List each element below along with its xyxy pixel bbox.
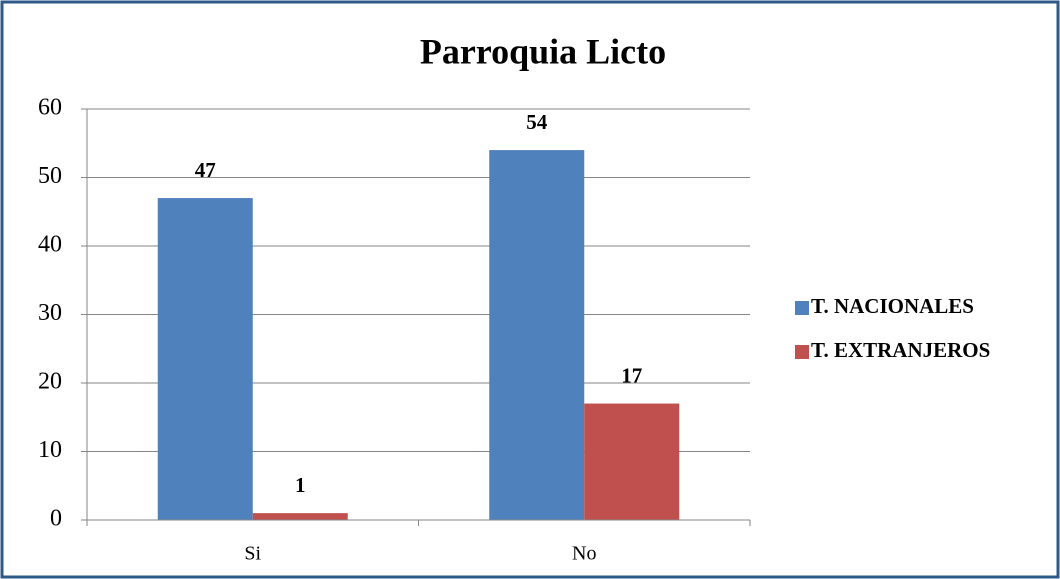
y-tick-label: 10 bbox=[38, 437, 62, 463]
y-tick-label: 30 bbox=[38, 300, 62, 326]
data-label: 47 bbox=[195, 158, 216, 182]
bar bbox=[489, 150, 585, 520]
legend-label: T. EXTRANJEROS bbox=[811, 338, 990, 362]
data-label: 17 bbox=[621, 363, 642, 387]
bar bbox=[584, 403, 680, 520]
y-tick-label: 60 bbox=[38, 95, 62, 121]
legend-swatch bbox=[795, 301, 809, 315]
chart-title: Parroquia Licto bbox=[420, 31, 666, 71]
x-tick-label: Si bbox=[244, 543, 261, 565]
legend-label: T. NACIONALES bbox=[811, 294, 974, 318]
data-label: 1 bbox=[295, 473, 306, 497]
bar bbox=[157, 198, 253, 521]
y-tick-label: 20 bbox=[38, 369, 62, 395]
legend-swatch bbox=[795, 345, 809, 359]
y-tick-label: 40 bbox=[38, 232, 62, 258]
y-tick-label: 50 bbox=[38, 163, 62, 189]
x-tick-label: No bbox=[572, 543, 596, 565]
data-label: 54 bbox=[526, 110, 548, 134]
bar bbox=[252, 513, 348, 520]
y-tick-label: 0 bbox=[50, 506, 62, 532]
